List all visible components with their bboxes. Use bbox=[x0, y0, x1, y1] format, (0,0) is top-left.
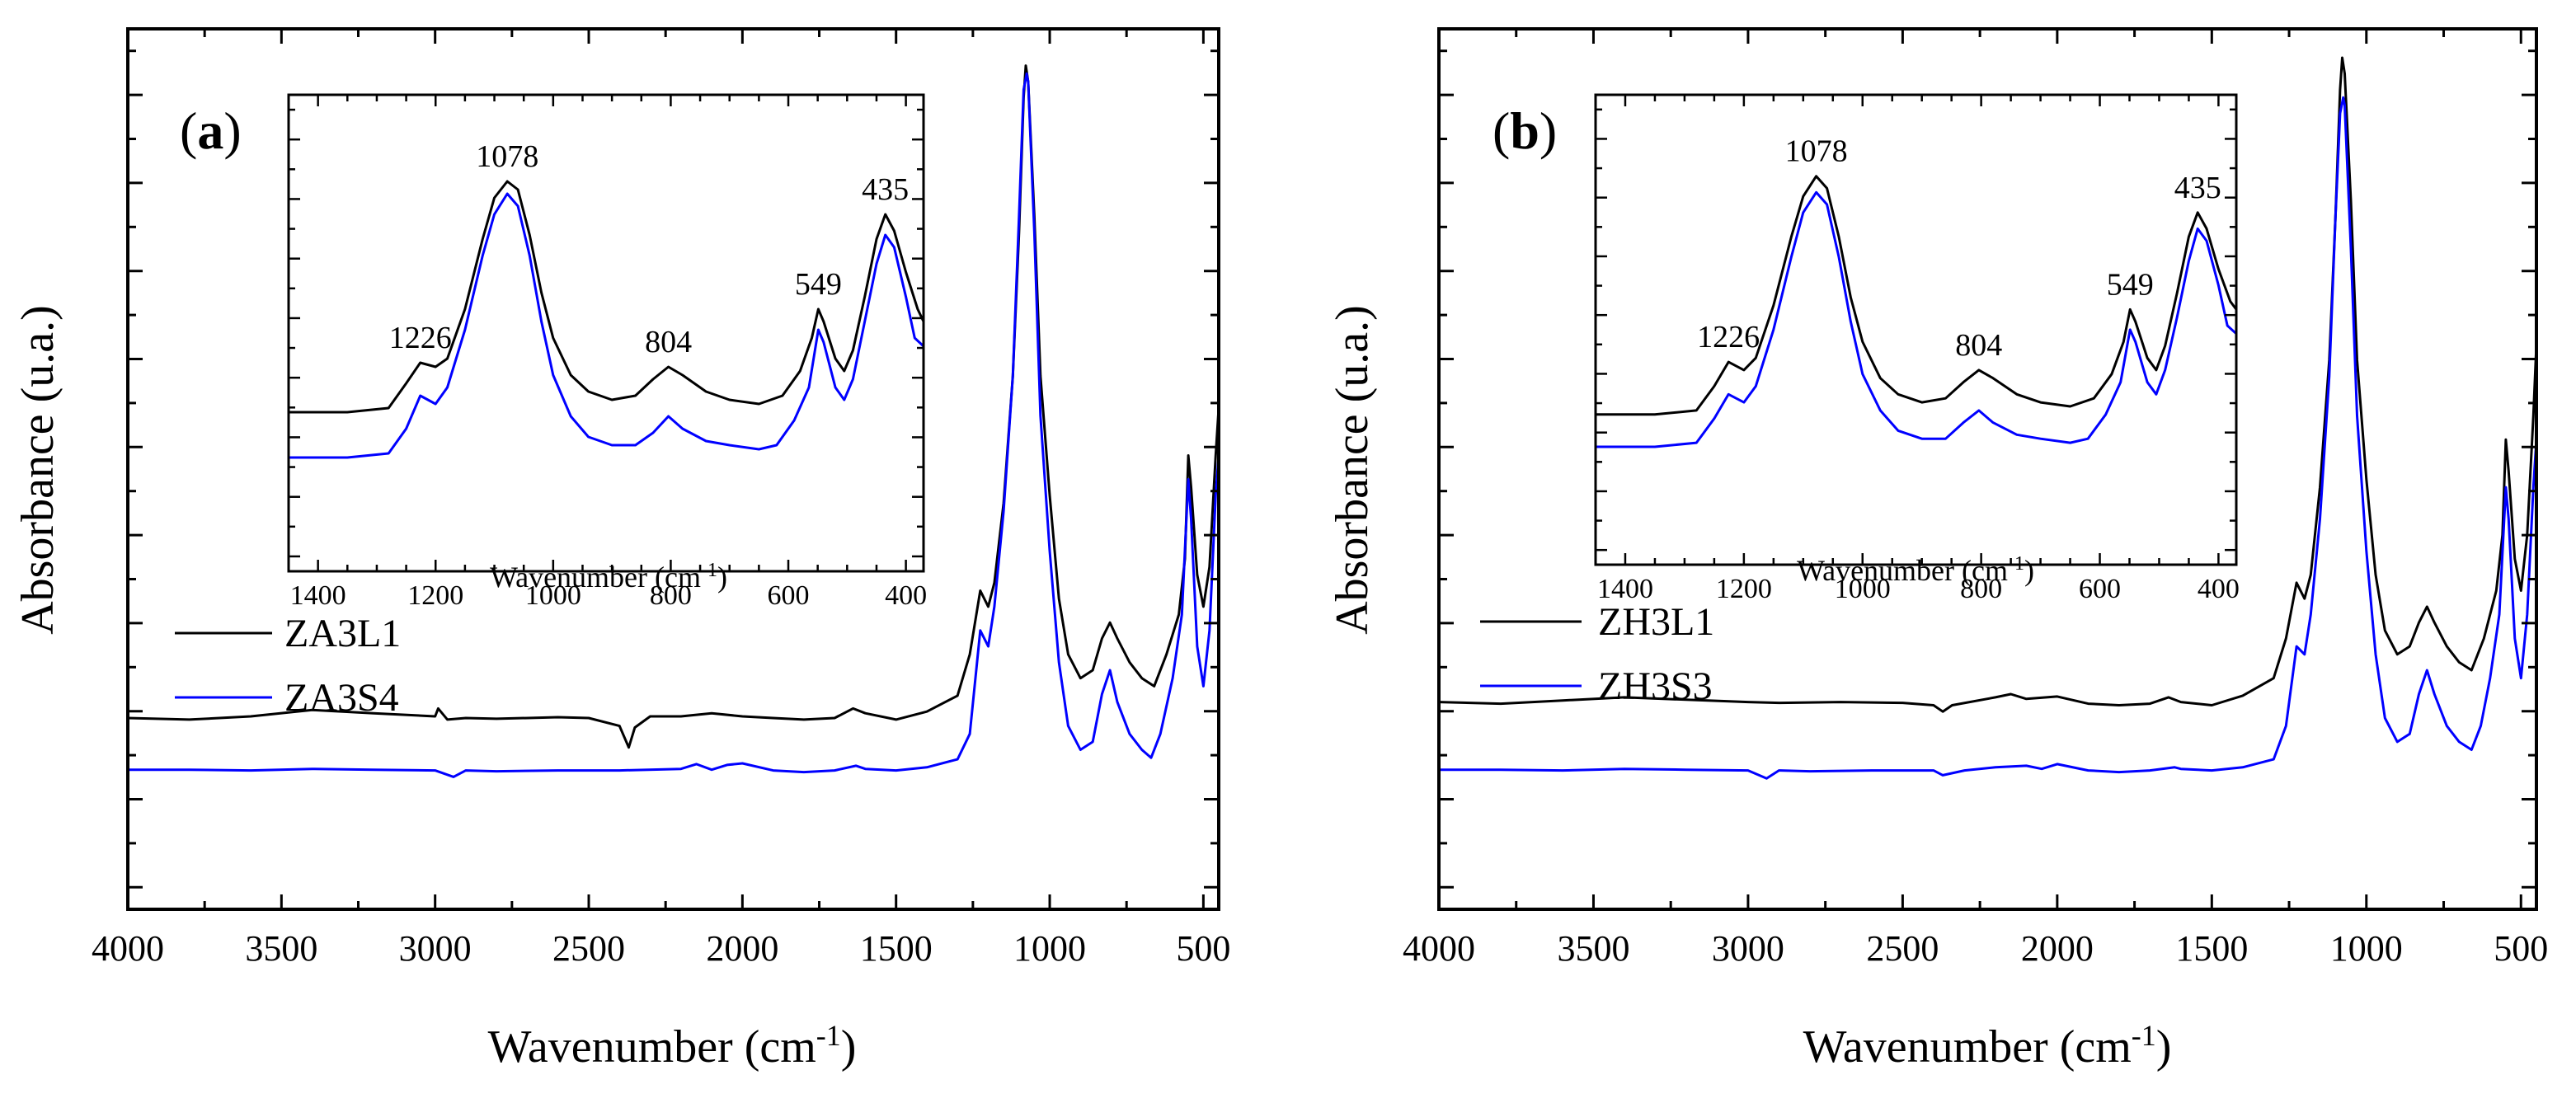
peak-label-1226: 1226 bbox=[1697, 320, 1760, 354]
x-tick-label: 2000 bbox=[2021, 928, 2094, 969]
inset-x-tick-label: 600 bbox=[768, 580, 810, 611]
panel-a-legend: ZA3L1 ZA3S4 bbox=[175, 612, 401, 720]
legend-label-zh3l1: ZH3L1 bbox=[1598, 600, 1714, 644]
x-tick-label: 500 bbox=[2494, 928, 2548, 969]
inset-x-tick-label: 400 bbox=[885, 580, 927, 611]
x-tick-label: 4000 bbox=[1403, 928, 1475, 969]
inset-x-tick-label: 1400 bbox=[290, 580, 346, 611]
x-tick-label: 1000 bbox=[2330, 928, 2403, 969]
inset-x-tick-label: 1200 bbox=[1716, 574, 1772, 604]
peak-label-804: 804 bbox=[645, 325, 692, 359]
panel-b: 4000 3500 3000 2500 2000 1500 1000 500 Wavenumb… bbox=[1327, 29, 2548, 1072]
panel-a-x-axis-label: Wavenumber (cm-1) bbox=[488, 1019, 857, 1072]
peak-label-549: 549 bbox=[795, 267, 842, 302]
x-tick-label: 1500 bbox=[2175, 928, 2248, 969]
x-tick-label: 3000 bbox=[399, 928, 472, 969]
inset-x-tick-label: 1400 bbox=[1597, 574, 1653, 604]
x-tick-label: 2000 bbox=[706, 928, 778, 969]
legend-label-zh3s3: ZH3S3 bbox=[1598, 664, 1713, 708]
panel-a-y-axis-label: Absorbance (u.a.) bbox=[12, 305, 63, 635]
inset-x-tick-label: 600 bbox=[2079, 574, 2121, 604]
legend-label-za3l1: ZA3L1 bbox=[284, 612, 401, 655]
panel-b-inset-x-axis-label: Wavenumber (cm-1) bbox=[1797, 553, 2034, 587]
x-tick-label: 4000 bbox=[92, 928, 164, 969]
x-tick-label: 3000 bbox=[1712, 928, 1784, 969]
x-tick-label: 3500 bbox=[245, 928, 317, 969]
inset-x-tick-label: 1200 bbox=[407, 580, 463, 611]
panel-b-inset-background bbox=[1596, 95, 2236, 565]
peak-label-435: 435 bbox=[862, 172, 909, 207]
peak-label-1226: 1226 bbox=[389, 321, 452, 355]
panel-a-inset: 1400 1200 1000 800 600 400 12261078804549435 … bbox=[180, 95, 927, 611]
panel-b-legend: ZH3L1 ZH3S3 bbox=[1480, 600, 1714, 708]
x-tick-label: 1500 bbox=[860, 928, 933, 969]
legend-label-za3s4: ZA3S4 bbox=[284, 676, 399, 720]
panel-b-letter: (b) bbox=[1492, 101, 1557, 160]
figure: 4000 3500 3000 2500 2000 1500 1000 500 Wavenumb… bbox=[0, 0, 2576, 1103]
peak-label-1078: 1078 bbox=[476, 139, 538, 174]
x-tick-label: 2500 bbox=[552, 928, 625, 969]
x-tick-label: 2500 bbox=[1866, 928, 1939, 969]
peak-label-435: 435 bbox=[2174, 171, 2221, 205]
inset-x-tick-label: 400 bbox=[2198, 574, 2240, 604]
x-tick-label: 3500 bbox=[1557, 928, 1629, 969]
panel-a-letter: (a) bbox=[180, 101, 242, 160]
peak-label-1078: 1078 bbox=[1785, 134, 1848, 169]
x-tick-label: 1000 bbox=[1013, 928, 1086, 969]
panel-a: 4000 3500 3000 2500 2000 1500 1000 500 Wavenumb… bbox=[12, 29, 1230, 1072]
peak-label-549: 549 bbox=[2107, 267, 2154, 302]
x-tick-label: 500 bbox=[1176, 928, 1230, 969]
peak-label-804: 804 bbox=[1955, 328, 2002, 363]
panel-a-inset-x-axis-label: Wavenumber (cm-1) bbox=[490, 560, 727, 594]
panel-b-inset: 1400 1200 1000 800 600 400 12261078804549435 … bbox=[1492, 95, 2240, 604]
panel-b-x-axis-label: Wavenumber (cm-1) bbox=[1803, 1019, 2172, 1072]
panel-b-y-axis-label: Absorbance (u.a.) bbox=[1327, 305, 1378, 635]
